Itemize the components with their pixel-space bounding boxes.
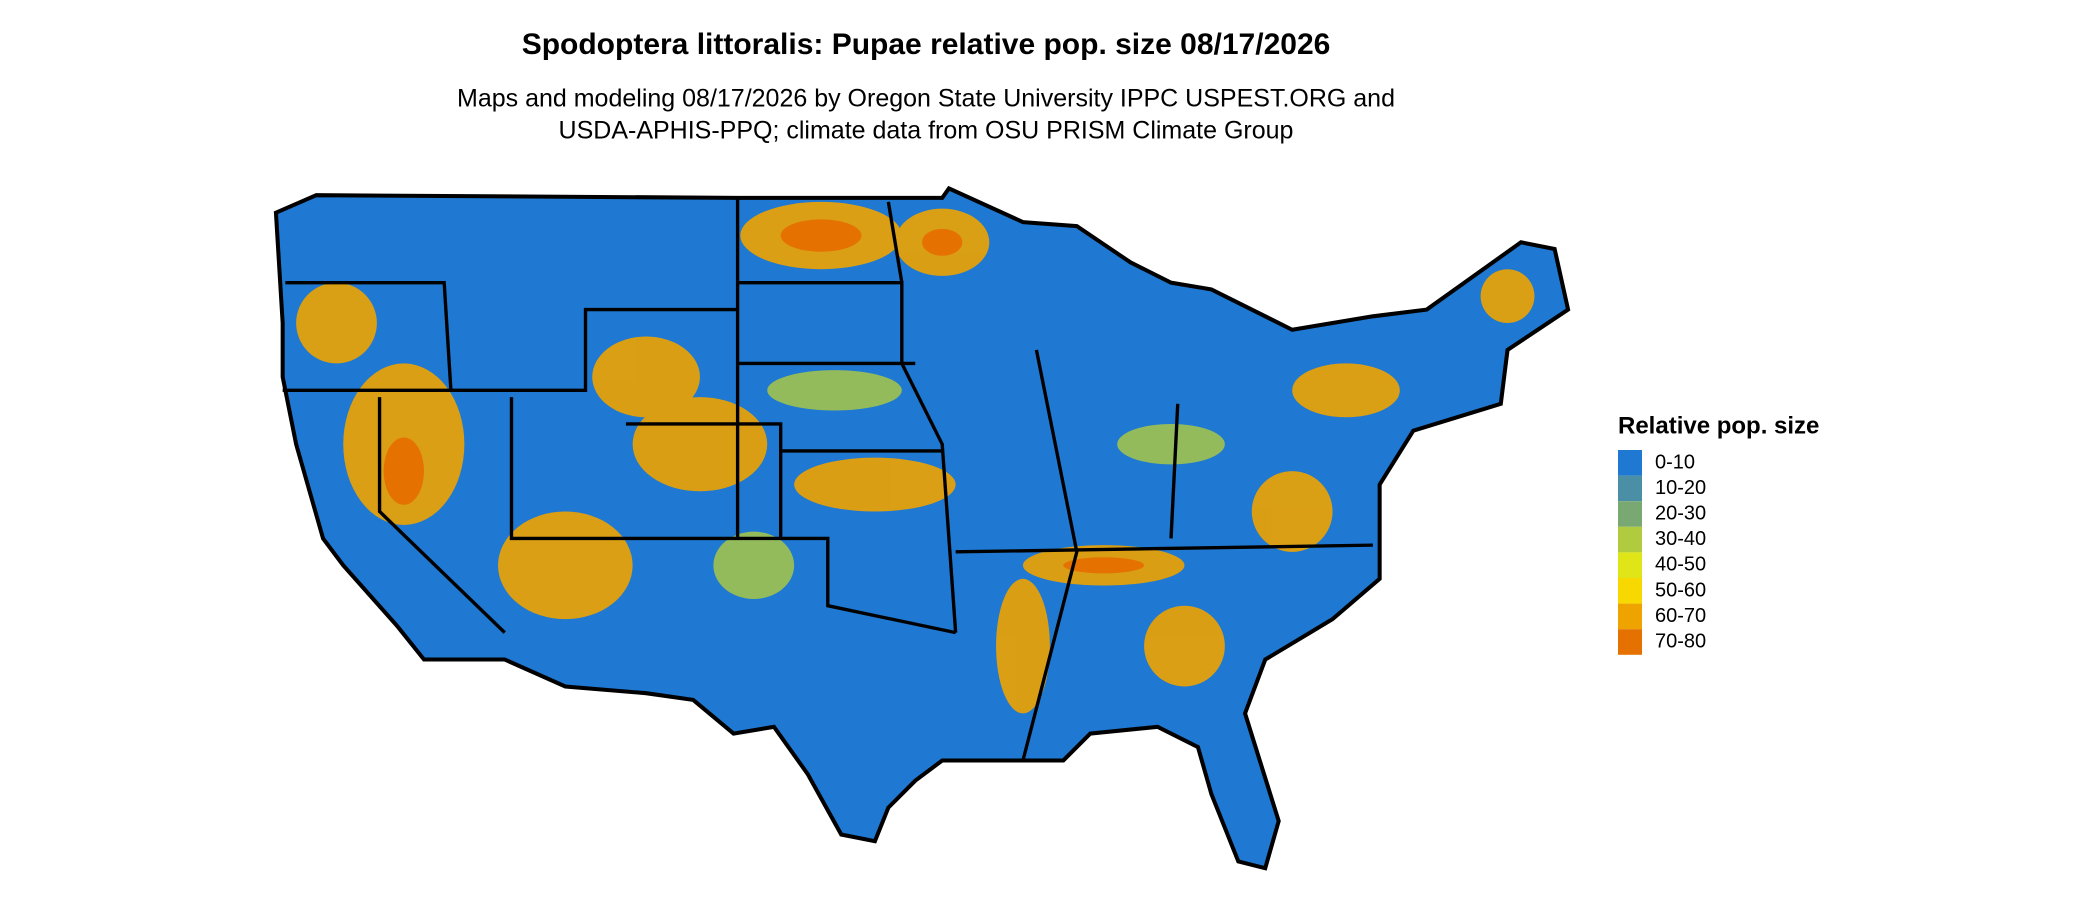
legend-label: 0-10 <box>1655 451 1695 473</box>
legend-swatch <box>1618 578 1642 604</box>
legend-swatch <box>1618 629 1642 655</box>
legend-label: 70-80 <box>1655 630 1706 652</box>
legend-label: 40-50 <box>1655 554 1706 576</box>
legend-swatch <box>1618 526 1642 553</box>
legend-swatch <box>1618 501 1642 527</box>
legend-label: 10-20 <box>1655 477 1706 499</box>
us-map <box>256 175 1602 888</box>
subtitle: USDA-APHIS-PPQ; climate data from OSU PR… <box>559 117 1294 145</box>
legend-swatch <box>1618 475 1642 502</box>
legend-label: 50-60 <box>1655 579 1706 601</box>
title: Spodoptera littoralis: Pupae relative po… <box>522 28 1331 61</box>
legend-label: 60-70 <box>1655 605 1706 627</box>
legend-label: 20-30 <box>1655 502 1706 524</box>
legend-label: 30-40 <box>1655 528 1706 550</box>
legend-swatch <box>1618 450 1642 476</box>
legend-title: Relative pop. size <box>1618 412 1819 439</box>
legend-swatch <box>1618 552 1642 578</box>
subtitle: Maps and modeling 08/17/2026 by Oregon S… <box>457 85 1395 113</box>
legend-swatch <box>1618 603 1642 630</box>
